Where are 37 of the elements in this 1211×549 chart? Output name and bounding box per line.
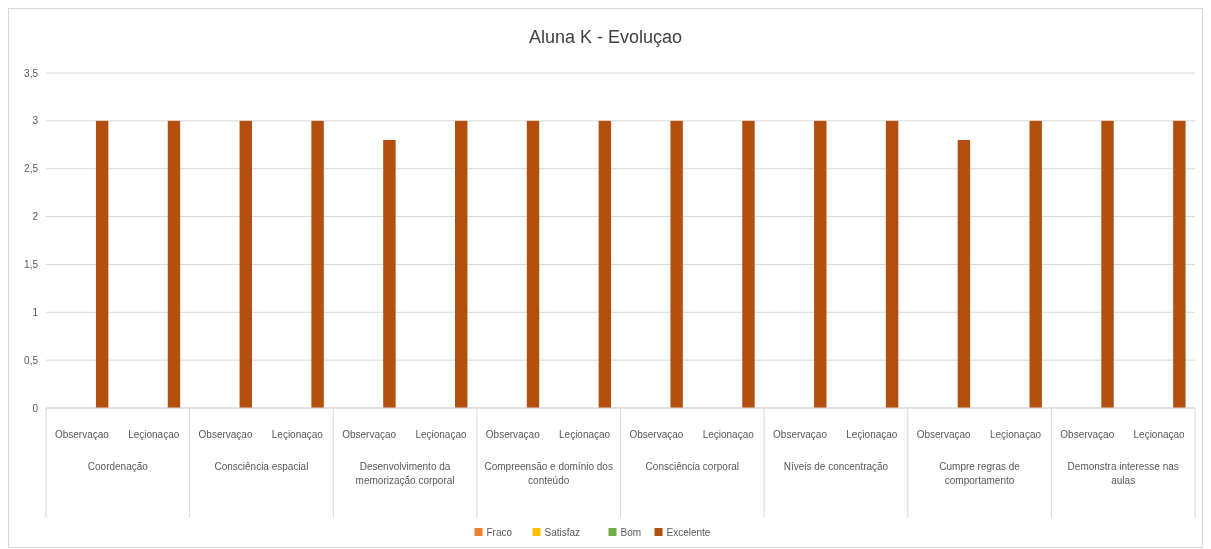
y-tick-label: 0,5 — [24, 354, 39, 366]
text: Consciência espacial — [214, 461, 309, 472]
x-tick-label: Observaçao — [342, 429, 397, 440]
x-tick-label: Observaçao — [629, 429, 684, 440]
text: Consciência corporal — [645, 461, 740, 472]
y-tick-label: 3,5 — [24, 67, 39, 79]
y-tick-label: 1,5 — [24, 258, 39, 270]
text: Níveis de concentração — [783, 461, 889, 472]
text: Desenvolvimento da memorização corporal — [355, 461, 455, 486]
legend-label: Excelente — [666, 527, 711, 538]
x-tick-label: Leçionaçao — [128, 429, 180, 440]
y-tick-label: 1 — [32, 306, 39, 318]
legend-label: Fraco — [486, 527, 513, 538]
chart-title: Aluna K - Evoluçao — [528, 27, 683, 47]
y-tick-label: 0 — [32, 402, 39, 414]
x-tick-label: Observaçao — [1060, 429, 1115, 440]
legend-label: Satisfaz — [544, 527, 581, 538]
x-tick-label: Leçionaçao — [559, 429, 611, 440]
x-tick-label: Leçionaçao — [846, 429, 898, 440]
text: Cumpre regras de comportamento — [939, 461, 1021, 486]
y-tick-label: 2 — [32, 211, 39, 223]
x-tick-label: Leçionaçao — [415, 429, 467, 440]
x-tick-label: Leçionaçao — [271, 429, 324, 440]
x-tick-label: Leçionaçao — [702, 429, 755, 440]
y-tick-label: 3 — [32, 115, 39, 127]
text: Compreensão e domínio dos conteúdo — [484, 461, 613, 486]
text: Demonstra interesse nas aulas — [1067, 461, 1179, 486]
x-tick-label: Observaçao — [916, 429, 972, 440]
x-tick-label: Observaçao — [773, 429, 828, 440]
text: Coordenação — [87, 461, 149, 472]
x-tick-label: Leçionaçao — [989, 429, 1042, 440]
y-tick-label: 2,5 — [24, 163, 39, 175]
x-tick-label: Observaçao — [485, 429, 541, 440]
x-tick-label: Observaçao — [198, 429, 253, 440]
legend-label: Bom — [620, 527, 642, 538]
x-tick-label: Leçionaçao — [1133, 429, 1186, 440]
x-tick-label: Observaçao — [54, 429, 110, 440]
